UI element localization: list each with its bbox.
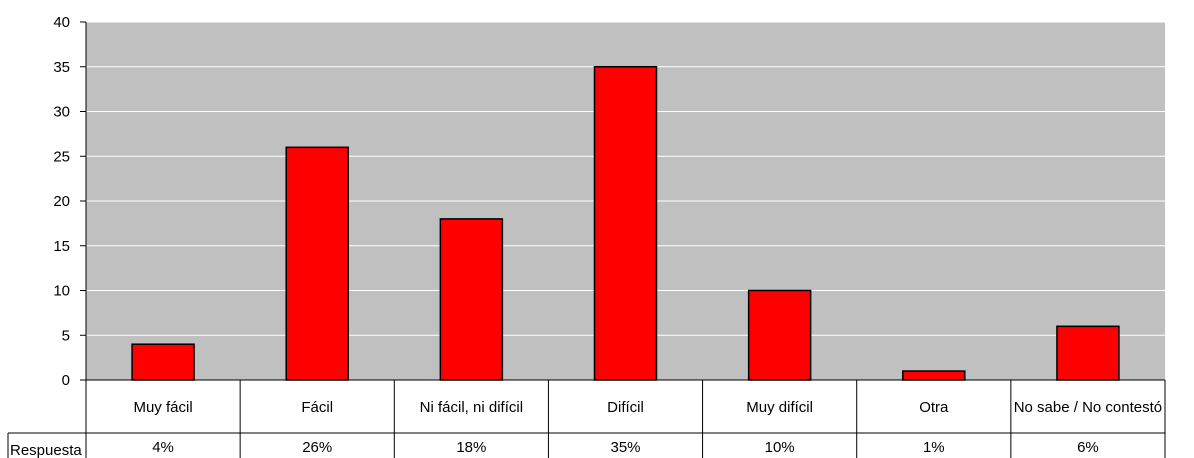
y-tick-label: 20 (53, 193, 70, 210)
series-name: Respuesta (10, 442, 82, 458)
category-label: Difícil (607, 399, 644, 416)
category-label: Ni fácil, ni difícil (420, 399, 523, 416)
bar (285, 146, 349, 381)
bar (1056, 325, 1120, 381)
y-tick-label: 25 (53, 148, 70, 165)
category-label: No sabe / No contestó (1014, 399, 1162, 416)
bar (131, 343, 195, 381)
category-label: Muy difícil (746, 399, 813, 416)
data-label: 6% (1077, 439, 1099, 456)
data-label: 1% (923, 439, 945, 456)
category-label: Otra (919, 399, 949, 416)
bar (902, 370, 966, 381)
y-tick-label: 40 (53, 14, 70, 31)
bar (593, 66, 658, 381)
category-label: Muy fácil (133, 399, 192, 416)
y-tick-label: 0 (62, 372, 70, 389)
data-label: 35% (610, 439, 640, 456)
data-label: 26% (302, 439, 332, 456)
bar (747, 289, 812, 381)
y-tick-label: 10 (53, 283, 70, 300)
y-tick-label: 35 (53, 59, 70, 76)
data-label: 10% (765, 439, 795, 456)
y-axis: 0 5 10 15 20 25 30 35 40 (53, 14, 87, 389)
category-label: Fácil (301, 399, 333, 416)
bar (439, 218, 504, 381)
data-label: 4% (152, 439, 174, 456)
y-tick-label: 30 (53, 104, 70, 121)
bars (131, 66, 1120, 381)
y-tick-label: 15 (53, 238, 70, 255)
data-label: 18% (456, 439, 486, 456)
y-tick-label: 5 (62, 327, 70, 344)
data-table: Muy fácil Fácil Ni fácil, ni difícil Difíci… (7, 379, 1166, 458)
